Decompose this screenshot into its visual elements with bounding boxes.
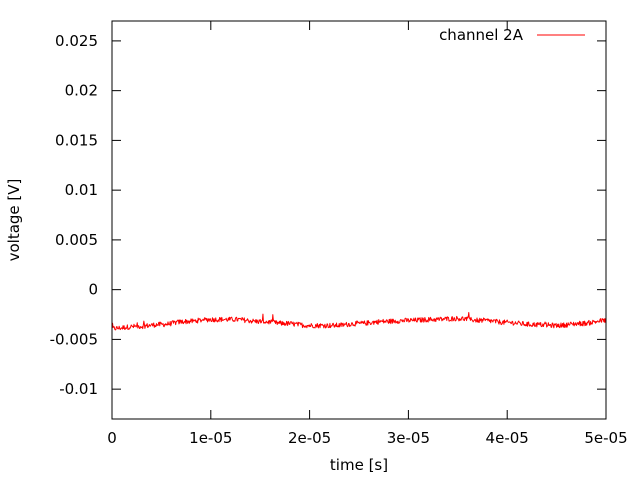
x-tick-label: 2e-05 <box>288 429 331 447</box>
y-tick-label: -0.005 <box>50 330 98 348</box>
x-tick-label: 0 <box>107 429 117 447</box>
y-tick-label: 0.02 <box>65 82 98 100</box>
x-tick-label: 1e-05 <box>189 429 232 447</box>
x-tick-label: 3e-05 <box>387 429 430 447</box>
legend: channel 2A <box>439 26 585 44</box>
y-tick-label: 0 <box>88 281 98 299</box>
x-tick-label: 5e-05 <box>584 429 627 447</box>
y-tick-label: 0.015 <box>55 131 98 149</box>
x-axis-label: time [s] <box>330 456 388 474</box>
tick-labels-layer: 0 1e-05 2e-05 3e-05 4e-05 5e-05 -0.01 -0.005 0 0.… <box>50 32 628 447</box>
plot-frame <box>111 20 607 420</box>
y-tick-label: 0.01 <box>65 181 98 199</box>
y-tick-label: -0.01 <box>59 380 98 398</box>
y-axis-label: voltage [V] <box>5 179 23 262</box>
legend-label: channel 2A <box>439 26 524 44</box>
x-tick-label: 4e-05 <box>486 429 529 447</box>
series-line-channel-2a <box>111 311 607 331</box>
y-tick-label: 0.005 <box>55 231 98 249</box>
series-layer <box>111 311 607 331</box>
y-tick-label: 0.025 <box>55 32 98 50</box>
ticks-layer <box>111 21 607 419</box>
